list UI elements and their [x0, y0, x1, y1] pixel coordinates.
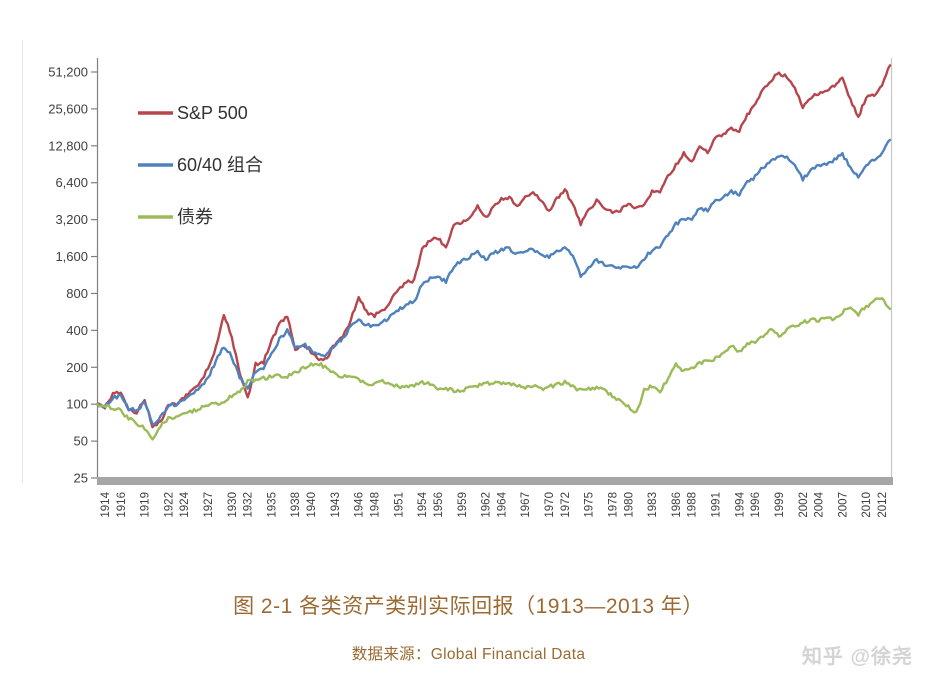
x-axis-label: 1967: [520, 492, 532, 518]
figure-source: 数据来源：Global Financial Data: [351, 646, 586, 663]
x-axis-baseline-bar: [97, 477, 893, 486]
legend-label-1: 60/40 组合: [177, 155, 263, 175]
x-axis-label: 1970: [544, 492, 556, 518]
y-axis-label: 400: [66, 323, 88, 338]
x-axis-label: 1951: [393, 492, 405, 518]
legend-label-0: S&P 500: [177, 103, 248, 123]
x-axis-label: 1935: [266, 492, 278, 518]
x-axis-label: 1919: [140, 492, 152, 518]
x-axis-label: 1930: [227, 492, 239, 518]
zhihu-watermark: 知乎 @徐尧: [801, 646, 913, 668]
x-axis-label: 1980: [623, 492, 635, 518]
series-line-60-40: [95, 138, 892, 426]
x-axis-label: 1922: [163, 492, 175, 518]
x-axis-label: 1916: [116, 492, 128, 518]
legend-label-2: 债券: [177, 207, 213, 227]
x-axis-label: 1962: [481, 492, 493, 518]
x-axis-label: 1996: [750, 492, 762, 518]
x-axis-label: 1943: [330, 492, 342, 518]
x-axis-label: 1954: [417, 491, 429, 517]
x-axis-label: 1956: [433, 492, 445, 518]
series-line-sp500: [95, 64, 892, 429]
x-axis-label: 1986: [671, 492, 683, 518]
y-axis-label: 3,200: [55, 212, 88, 227]
x-axis-label: 1983: [647, 492, 659, 518]
x-axis-label: 1959: [457, 492, 469, 518]
x-axis-label: 1948: [370, 492, 382, 518]
x-axis-label: 1988: [687, 492, 699, 518]
y-axis-label: 12,800: [48, 138, 88, 153]
x-axis-label: 1938: [290, 492, 302, 518]
x-axis-label: 1914: [100, 491, 112, 517]
series-line-bonds: [95, 297, 892, 441]
x-axis-label: 2010: [861, 492, 873, 518]
chart-plot: 51,200 25,600 12,800 6,400 3,200 1,600 800 400 2…: [22, 40, 893, 518]
x-axis-label: 1972: [560, 492, 572, 518]
x-axis-label: 2012: [877, 492, 889, 518]
y-axis-label: 25: [74, 471, 88, 486]
y-axis-label: 200: [66, 360, 88, 375]
y-axis-label: 6,400: [55, 175, 88, 190]
x-axis-label: 1978: [607, 492, 619, 518]
y-axis-label: 50: [74, 434, 88, 449]
y-axis-label: 25,600: [48, 101, 88, 116]
x-axis-label: 1940: [306, 492, 318, 518]
x-axis-label: 1932: [243, 492, 255, 518]
x-axis-label: 2002: [798, 492, 810, 518]
figure-title: 图 2-1 各类资产类别实际回报（1913—2013 年）: [233, 595, 704, 618]
x-axis-label: 2007: [837, 492, 849, 518]
x-axis-label: 1946: [354, 492, 366, 518]
x-axis-label: 1924: [179, 491, 191, 517]
y-axis-label: 1,600: [55, 249, 88, 264]
x-axis-label: 1927: [203, 492, 215, 518]
y-axis-label: 100: [66, 397, 88, 412]
y-axis-label: 51,200: [48, 65, 88, 80]
x-axis-label: 1991: [711, 492, 723, 518]
x-axis-label: 2004: [814, 491, 826, 517]
x-axis-label: 1994: [734, 491, 746, 517]
x-axis-label: 1964: [496, 491, 508, 517]
x-axis-label: 1975: [584, 492, 596, 518]
x-axis-label: 1999: [774, 492, 786, 518]
y-axis-label: 800: [66, 286, 88, 301]
